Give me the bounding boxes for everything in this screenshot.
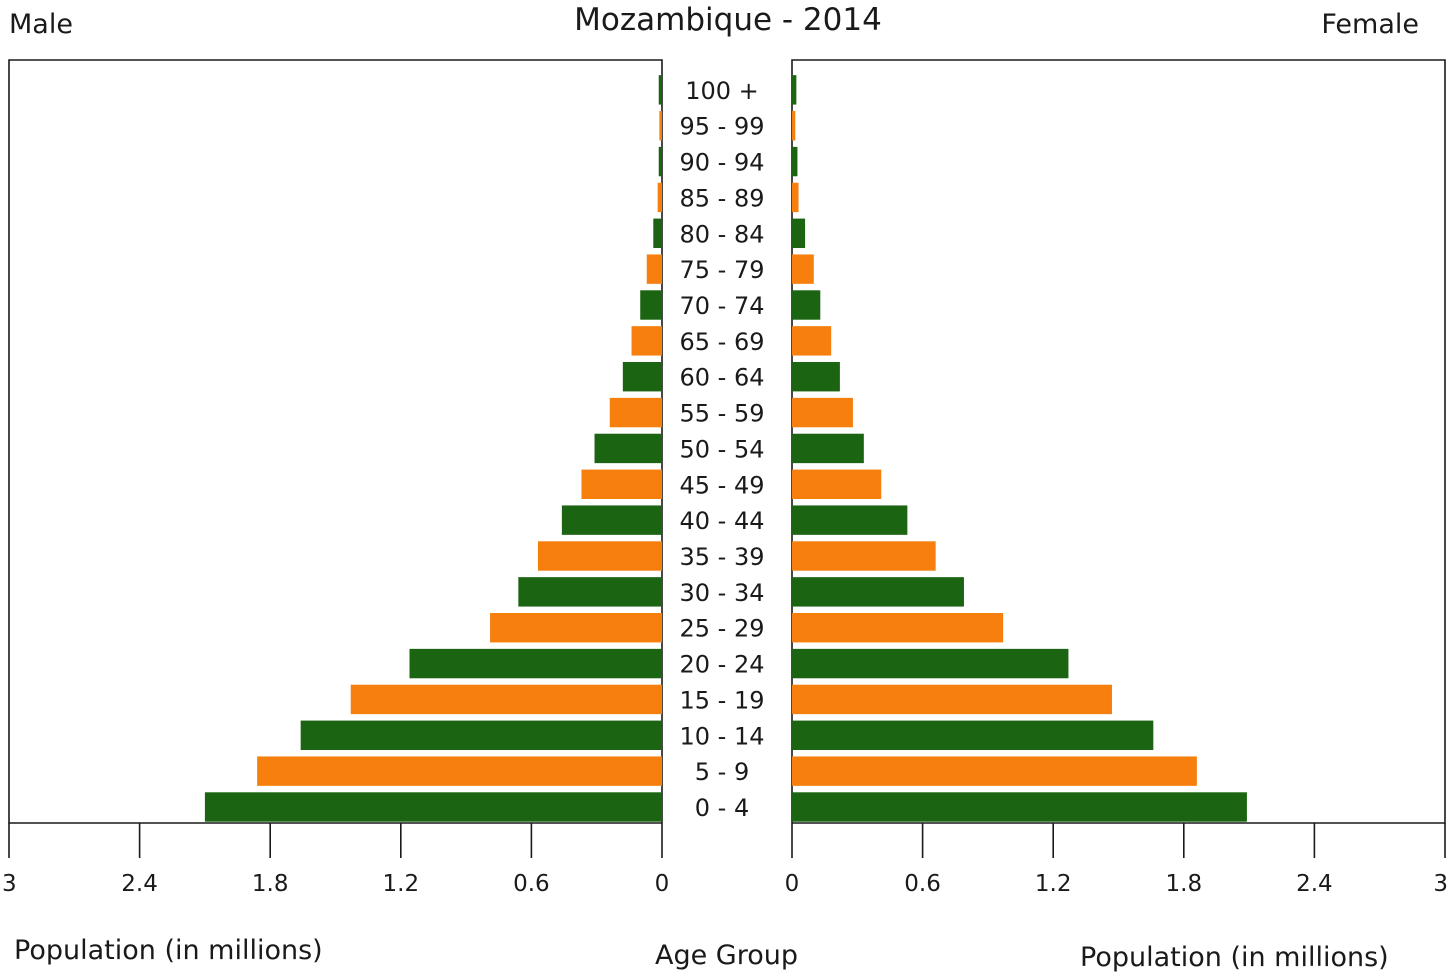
male-bar — [609, 397, 662, 428]
age-group-label: 35 - 39 — [680, 543, 765, 571]
male-bar — [622, 362, 662, 392]
female-bar — [792, 218, 806, 248]
male-bar — [657, 182, 662, 213]
female-bar — [792, 756, 1197, 786]
female-bar — [792, 146, 798, 177]
male-x-tick-label: 2.4 — [121, 871, 158, 897]
male-x-tick-label: 0.6 — [513, 871, 550, 897]
age-group-label: 0 - 4 — [695, 794, 749, 822]
female-bar — [792, 397, 853, 428]
female-x-tick-label: 1.2 — [1035, 871, 1072, 897]
female-bar — [792, 433, 864, 464]
female-bar — [792, 684, 1112, 715]
age-group-label: 10 - 14 — [680, 722, 765, 750]
age-group-label: 30 - 34 — [680, 579, 765, 607]
female-bar — [792, 326, 832, 356]
male-bar — [257, 756, 662, 786]
age-group-label: 100 + — [685, 77, 759, 105]
age-group-label: 95 - 99 — [680, 113, 765, 141]
female-bar — [792, 362, 840, 392]
female-bar — [792, 182, 799, 213]
female-x-tick-label: 1.8 — [1166, 871, 1203, 897]
age-group-label: 5 - 9 — [695, 758, 749, 786]
male-x-tick-label: 1.2 — [383, 871, 420, 897]
male-bar — [581, 469, 662, 499]
male-bar — [646, 254, 662, 284]
female-bar — [792, 505, 908, 535]
age-group-label: 85 - 89 — [680, 184, 765, 212]
male-bar — [409, 648, 662, 679]
female-bar — [792, 75, 797, 105]
female-x-tick-label: 0 — [785, 871, 800, 897]
female-bar — [792, 792, 1247, 822]
female-bar — [792, 613, 1004, 643]
age-group-label: 70 - 74 — [680, 292, 765, 320]
age-group-label: 50 - 54 — [680, 435, 765, 463]
x-axis-label-left: Population (in millions) — [14, 935, 323, 966]
female-bar — [792, 720, 1154, 750]
male-bar — [350, 684, 662, 715]
age-group-label: 60 - 64 — [680, 364, 765, 392]
male-bar — [594, 433, 662, 464]
female-label: Female — [1321, 9, 1419, 40]
age-group-label: 65 - 69 — [680, 328, 765, 356]
female-bar — [792, 290, 821, 320]
male-bar — [631, 326, 662, 356]
female-bar — [792, 111, 796, 141]
female-bar — [792, 648, 1069, 679]
male-bar — [300, 720, 662, 750]
male-bar — [204, 792, 662, 822]
female-bar — [792, 254, 814, 284]
female-bar — [792, 541, 936, 571]
age-group-label: 45 - 49 — [680, 471, 765, 499]
male-bar — [561, 505, 662, 535]
male-bar — [658, 146, 662, 177]
chart-title: Mozambique - 2014 — [574, 2, 882, 38]
age-group-label: 80 - 84 — [680, 220, 765, 248]
male-bar — [640, 290, 662, 320]
male-bar — [537, 541, 662, 571]
female-bar — [792, 469, 882, 499]
x-axis-label-right: Population (in millions) — [1080, 942, 1389, 973]
male-bar — [653, 218, 662, 248]
age-group-label: 25 - 29 — [680, 615, 765, 643]
male-bar — [658, 75, 662, 105]
female-x-tick-label: 0.6 — [904, 871, 941, 897]
age-group-label: 90 - 94 — [680, 149, 765, 177]
age-group-label: 40 - 44 — [680, 507, 765, 535]
male-bar — [659, 111, 662, 141]
male-bar — [490, 613, 662, 643]
male-x-tick-label: 0 — [655, 871, 670, 897]
age-group-label: 75 - 79 — [680, 256, 765, 284]
male-x-tick-label: 1.8 — [252, 871, 289, 897]
male-x-tick-label: 3 — [2, 871, 17, 897]
male-label: Male — [9, 9, 73, 40]
age-group-label: 55 - 59 — [680, 400, 765, 428]
female-bar — [792, 577, 964, 607]
age-group-label: 20 - 24 — [680, 651, 765, 679]
age-group-label: 15 - 19 — [680, 686, 765, 714]
female-x-tick-label: 3 — [1433, 871, 1448, 897]
female-x-tick-label: 2.4 — [1296, 871, 1333, 897]
male-bar — [518, 577, 662, 607]
x-axis-label-center: Age Group — [655, 940, 799, 971]
